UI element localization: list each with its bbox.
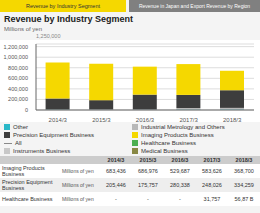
html-text:Millions of yen: Millions of yen	[62, 168, 94, 174]
svg-text:2017/3: 2017/3	[179, 117, 198, 122]
html-text:334,259: 334,259	[234, 182, 254, 188]
html-text:2015/3: 2015/3	[139, 157, 157, 163]
html-text:205,446: 205,446	[106, 182, 126, 188]
html-text:529,687: 529,687	[170, 168, 190, 174]
html-text:2017/3: 2017/3	[203, 157, 221, 163]
html-text:Revenue by Industry Segment: Revenue by Industry Segment	[4, 14, 133, 24]
html-text:Precision Equipment Business: Precision Equipment Business	[2, 179, 53, 191]
html-text:Healthcare Business: Healthcare Business	[2, 196, 53, 202]
html-text:583,626: 583,626	[202, 168, 222, 174]
html-text:Imaging Products Business: Imaging Products Business	[141, 132, 214, 138]
svg-text:200,000: 200,000	[8, 96, 28, 102]
html-text:Industrial Metrology and Other: Industrial Metrology and Others	[141, 124, 225, 130]
html-text:All: All	[15, 140, 22, 146]
html-text:Millions of yen: Millions of yen	[62, 182, 94, 188]
svg-text:0: 0	[25, 107, 28, 113]
svg-text:2016/3: 2016/3	[136, 117, 155, 122]
svg-text:2018/3: 2018/3	[223, 117, 242, 122]
svg-text:2014/3: 2014/3	[49, 117, 68, 122]
html-text:280,338: 280,338	[170, 182, 190, 188]
svg-text:2015/3: 2015/3	[92, 117, 111, 122]
html-text:Revenue by Industry Segment: Revenue by Industry Segment	[26, 3, 100, 9]
html-text:2014/3: 2014/3	[107, 157, 125, 163]
svg-text:1,000,000: 1,000,000	[8, 54, 28, 60]
html-text:Other: Other	[13, 124, 28, 130]
html-text:175,757: 175,757	[138, 182, 158, 188]
svg-text:400,000: 400,000	[8, 86, 28, 92]
svg-text:1,200,000: 1,200,000	[8, 44, 28, 50]
svg-text:800,000: 800,000	[8, 65, 28, 71]
html-text:683,436: 683,436	[106, 168, 126, 174]
html-text:Millions of yen: Millions of yen	[4, 26, 42, 32]
html-text:Medical Business: Medical Business	[141, 148, 188, 154]
html-text:Healthcare Business: Healthcare Business	[141, 140, 196, 146]
html-text:686,976: 686,976	[138, 168, 158, 174]
html-text:Precision Equipment Business: Precision Equipment Business	[13, 132, 94, 138]
html-text:368,700: 368,700	[234, 168, 254, 174]
html-text:Millions of yen: Millions of yen	[62, 196, 94, 202]
html-text:Instruments Business: Instruments Business	[13, 148, 71, 154]
svg-text:600,000: 600,000	[8, 75, 28, 81]
html-text:Imaging Products Business: Imaging Products Business	[2, 165, 45, 177]
html-text:56,87 B: 56,87 B	[234, 196, 254, 202]
html-text:248,026: 248,026	[202, 182, 222, 188]
html-text:2016/3: 2016/3	[171, 157, 189, 163]
html-text:Revenue in Japan and Export Re: Revenue in Japan and Export Revenue by R…	[138, 3, 251, 9]
html-text:1,250,000: 1,250,000	[36, 33, 61, 39]
html-text:2018/3: 2018/3	[235, 157, 253, 163]
html-text:31,757: 31,757	[203, 196, 221, 202]
